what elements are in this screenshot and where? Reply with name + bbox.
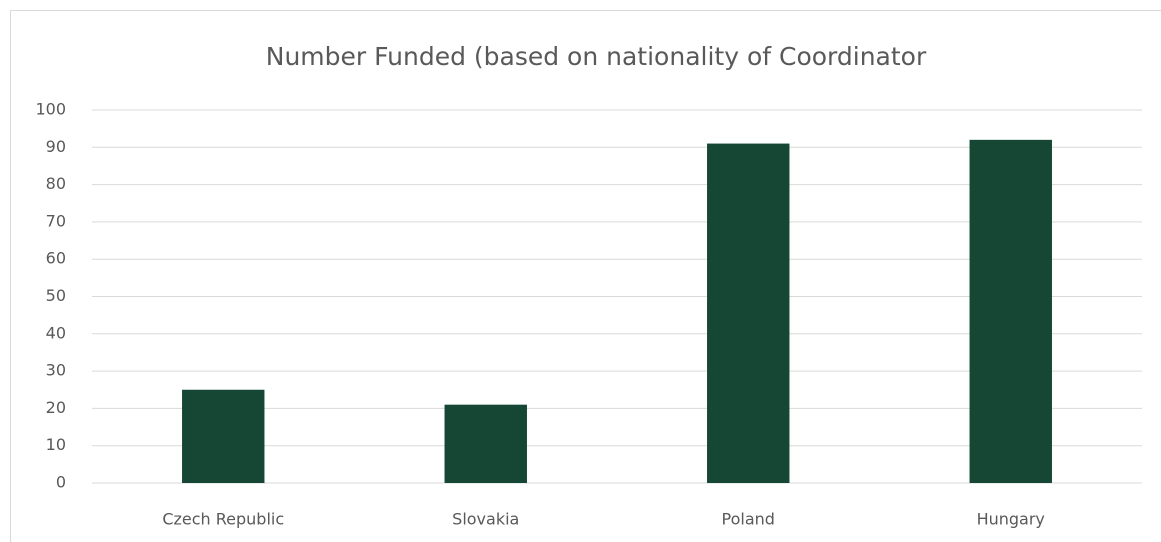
y-tick-label: 30 xyxy=(46,361,66,380)
y-tick-label: 60 xyxy=(46,249,66,268)
bar xyxy=(969,139,1052,483)
x-tick-label: Hungary xyxy=(977,510,1045,529)
y-tick-label: 50 xyxy=(46,286,66,305)
y-tick-label: 100 xyxy=(35,100,66,119)
chart-title: Number Funded (based on nationality of C… xyxy=(266,42,927,71)
y-tick-label: 90 xyxy=(46,137,66,156)
y-tick-label: 0 xyxy=(56,473,66,492)
chart-border xyxy=(10,10,1161,542)
y-tick-label: 70 xyxy=(46,211,66,230)
y-tick-label: 40 xyxy=(46,323,66,342)
x-tick-label: Slovakia xyxy=(452,510,519,529)
x-tick-label: Poland xyxy=(722,510,775,529)
y-tick-label: 80 xyxy=(46,174,66,193)
x-tick-label: Czech Republic xyxy=(162,510,284,529)
bar xyxy=(707,143,790,483)
bar xyxy=(182,389,265,483)
y-tick-label: 20 xyxy=(46,398,66,417)
bar xyxy=(444,404,527,483)
y-tick-label: 10 xyxy=(46,435,66,454)
